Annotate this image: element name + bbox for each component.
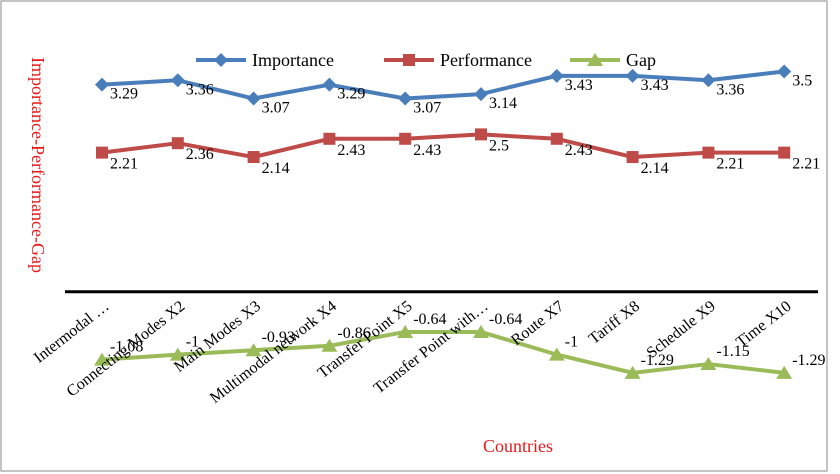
series-line-importance (101, 69, 785, 101)
data-label-gap: -0.64 (489, 311, 522, 328)
data-label-gap: -1.29 (792, 352, 825, 369)
legend-item-performance: Performance (384, 50, 532, 70)
data-label-performance: 2.43 (337, 142, 365, 159)
series-point-importance (474, 87, 488, 102)
series-point-gap (245, 343, 262, 357)
series-point-gap (624, 365, 641, 379)
series-layer: 3.29 3.36 3.07 3.29 3.07 3.14 3.43 3.43 3.36 3.5 2… (94, 64, 826, 379)
series-point-performance (778, 146, 791, 159)
series-point-importance (95, 77, 109, 92)
series-point-importance (777, 64, 792, 79)
series-point-performance (626, 151, 639, 164)
series-point-performance (550, 132, 563, 145)
series-point-importance (246, 91, 261, 106)
legend-marker-gap (587, 53, 603, 66)
series-point-performance (171, 137, 184, 150)
series-point-importance (701, 73, 716, 88)
data-label-gap: -1.08 (110, 339, 143, 356)
series-point-importance (549, 68, 564, 83)
series-point-importance (625, 68, 640, 83)
data-label-performance: 2.43 (413, 142, 441, 159)
data-label-performance: 2.14 (262, 160, 290, 177)
data-label-importance: 3.43 (641, 77, 669, 94)
data-label-performance: 2.21 (716, 156, 744, 173)
data-label-performance: 2.21 (110, 156, 138, 173)
series-point-importance (170, 73, 185, 88)
data-label-importance: 3.29 (110, 86, 138, 103)
series-point-gap (169, 347, 186, 361)
data-label-importance: 3.07 (262, 100, 290, 117)
data-label-gap: -1 (565, 334, 578, 351)
data-label-importance: 3.29 (337, 86, 365, 103)
series-point-performance (399, 132, 412, 145)
data-label-importance: 3.07 (413, 100, 441, 117)
data-label-performance: 2.14 (641, 160, 669, 177)
series-point-performance (702, 146, 715, 159)
series-importance: 3.29 3.36 3.07 3.29 3.07 3.14 3.43 3.43 3.36 3.5 (95, 64, 812, 117)
series-point-gap (321, 338, 338, 352)
series-point-gap (397, 324, 414, 338)
legend-label-gap: Gap (626, 50, 656, 70)
series-point-performance (96, 146, 108, 159)
legend-label-importance: Importance (252, 50, 334, 70)
series-point-gap (473, 324, 489, 338)
data-label-importance: 3.36 (186, 81, 214, 98)
data-label-gap: -0.93 (262, 329, 295, 346)
series-point-performance (247, 151, 260, 164)
series-line-performance (101, 132, 785, 160)
data-label-performance: 2.36 (186, 146, 214, 163)
series-point-gap (776, 365, 793, 379)
data-label-importance: 3.43 (565, 77, 593, 94)
x-axis-title: Countries (483, 436, 553, 456)
series-line-gap (101, 329, 785, 375)
data-label-gap: -1.29 (641, 352, 674, 369)
legend-label-performance: Performance (440, 50, 532, 70)
legend-item-importance: Importance (196, 50, 334, 70)
data-label-performance: 2.5 (489, 137, 509, 154)
series-performance: 2.21 2.36 2.14 2.43 2.43 2.5 2.43 2.14 2.21 2.21 (96, 128, 820, 177)
data-label-gap: -0.64 (413, 311, 446, 328)
series-point-performance (475, 128, 487, 141)
series-gap: -1.08 -1 -0.93 -0.86 -0.64 -0.64 -1 -1.29 -1.15 -… (94, 311, 826, 379)
legend-marker-performance (403, 54, 415, 66)
series-point-gap (548, 347, 565, 361)
data-label-gap: -1.15 (716, 343, 749, 360)
series-point-gap (700, 357, 717, 371)
legend: Importance Performance Gap (196, 50, 656, 70)
data-label-gap: -0.86 (337, 325, 370, 342)
legend-marker-importance (214, 53, 228, 67)
data-label-performance: 2.43 (565, 142, 593, 159)
legend-item-gap: Gap (570, 50, 656, 70)
series-point-importance (322, 77, 337, 92)
series-point-performance (323, 132, 336, 145)
data-label-performance: 2.21 (792, 156, 820, 173)
data-label-gap: -1 (186, 334, 199, 351)
data-label-importance: 3.36 (716, 81, 744, 98)
series-point-importance (398, 91, 413, 106)
data-label-importance: 3.5 (792, 72, 812, 89)
y-axis-title: Importance-Performance-Gap (28, 57, 48, 273)
data-label-importance: 3.14 (489, 95, 517, 112)
series-point-gap (94, 352, 110, 366)
